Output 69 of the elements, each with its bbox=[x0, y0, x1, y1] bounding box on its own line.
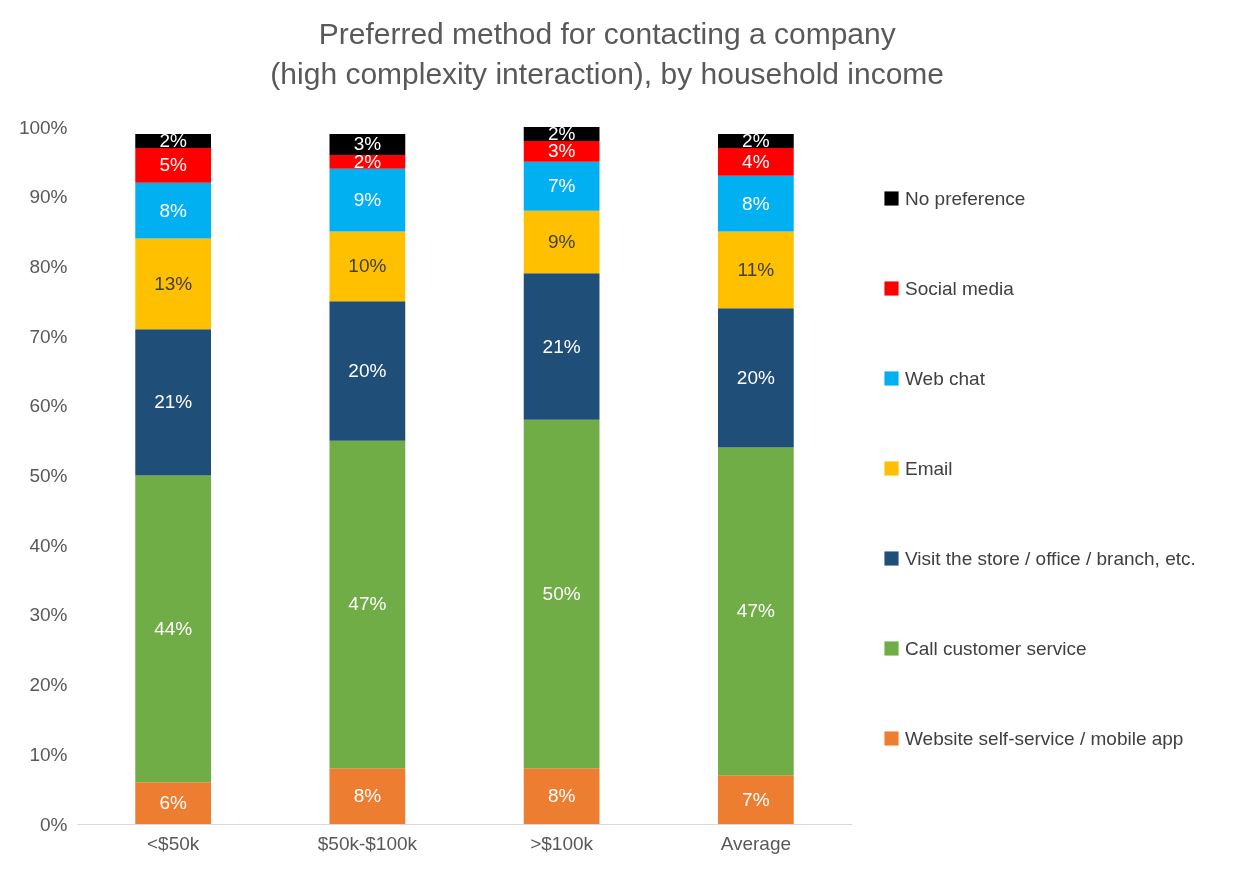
data-label: 47% bbox=[736, 600, 775, 622]
bar bbox=[717, 175, 794, 232]
data-label: 13% bbox=[154, 272, 193, 294]
data-label: 11% bbox=[737, 258, 775, 280]
data-label: 21% bbox=[542, 335, 581, 357]
legend-label: Visit the store / office / branch, etc. bbox=[905, 547, 1196, 569]
data-label: 9% bbox=[353, 189, 382, 211]
y-tick-label: 10% bbox=[29, 743, 68, 765]
bar bbox=[329, 768, 406, 824]
bar bbox=[523, 768, 600, 824]
data-label: 8% bbox=[353, 785, 382, 807]
bar bbox=[135, 147, 212, 183]
x-tick-label: $50k-$100k bbox=[317, 832, 418, 854]
bar bbox=[523, 419, 600, 769]
data-label: 9% bbox=[547, 231, 576, 253]
y-tick-label: 70% bbox=[29, 325, 68, 347]
y-tick-label: 0% bbox=[40, 813, 68, 835]
bar bbox=[717, 147, 794, 176]
bar bbox=[135, 329, 212, 476]
data-label: 44% bbox=[154, 617, 193, 639]
y-tick-label: 20% bbox=[29, 674, 68, 696]
legend-label: Website self-service / mobile app bbox=[905, 727, 1184, 749]
legend-label: No preference bbox=[905, 187, 1026, 209]
bar bbox=[329, 301, 406, 441]
bar bbox=[523, 210, 600, 274]
data-label: 50% bbox=[542, 582, 581, 604]
data-label: 10% bbox=[348, 255, 387, 277]
x-tick-label: >$100k bbox=[530, 832, 594, 854]
x-tick-label: <$50k bbox=[147, 832, 200, 854]
bar bbox=[717, 775, 794, 824]
data-label: 5% bbox=[159, 154, 187, 176]
bar bbox=[523, 161, 600, 211]
bar bbox=[135, 182, 212, 239]
bar bbox=[135, 238, 212, 330]
data-label: 8% bbox=[159, 199, 187, 221]
data-label: 20% bbox=[348, 359, 387, 381]
data-label: 8% bbox=[547, 785, 576, 807]
data-label: 20% bbox=[736, 366, 775, 388]
bar bbox=[523, 273, 600, 420]
data-label: 2% bbox=[159, 129, 187, 151]
data-label: 4% bbox=[742, 150, 770, 172]
y-tick-label: 90% bbox=[29, 186, 68, 208]
data-label: 6% bbox=[159, 792, 187, 814]
bar bbox=[135, 475, 212, 783]
y-tick-label: 80% bbox=[29, 255, 68, 277]
data-label: 2% bbox=[742, 129, 770, 151]
bar bbox=[329, 440, 406, 769]
legend-label: Social media bbox=[905, 277, 1015, 299]
y-tick-label: 100% bbox=[18, 116, 68, 138]
y-tick-label: 30% bbox=[29, 604, 68, 626]
legend-label: Call customer service bbox=[905, 637, 1087, 659]
legend-label: Web chat bbox=[905, 367, 986, 389]
y-tick-label: 60% bbox=[29, 395, 68, 417]
bar bbox=[717, 231, 794, 309]
data-label: 8% bbox=[742, 192, 770, 214]
bar bbox=[329, 168, 406, 232]
data-label: 7% bbox=[742, 788, 770, 810]
bar bbox=[717, 308, 794, 448]
bar bbox=[135, 782, 212, 824]
x-tick-label: Average bbox=[720, 832, 792, 854]
y-tick-label: 50% bbox=[29, 465, 68, 486]
y-tick-label: 40% bbox=[29, 534, 68, 556]
data-label: 7% bbox=[547, 175, 576, 197]
legend-label: Email bbox=[905, 457, 953, 479]
bar bbox=[717, 447, 794, 776]
chart-title: Preferred method for contacting a company (high complexity interaction), by household income bbox=[270, 17, 945, 90]
bar bbox=[329, 231, 406, 302]
data-label: 47% bbox=[348, 593, 387, 615]
data-label: 21% bbox=[154, 391, 193, 413]
